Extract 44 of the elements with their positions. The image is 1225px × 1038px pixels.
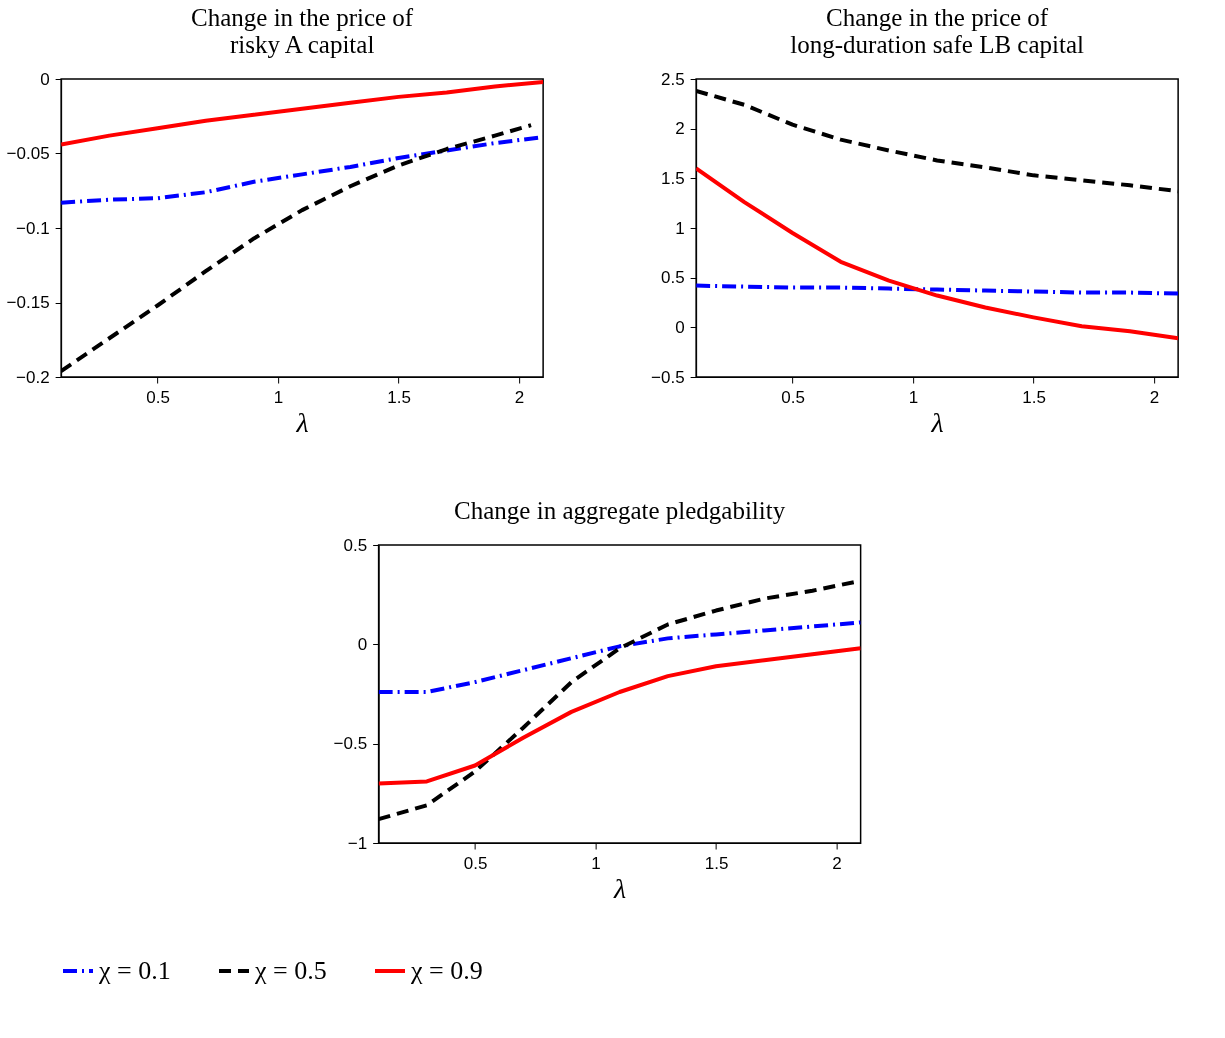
y-tick-label: −0.5 [333,734,368,754]
x-axis-title: λ [295,406,309,438]
line-series [696,283,1179,296]
y-tick-label: −0.5 [651,367,685,387]
y-tick-label: 1 [675,218,685,238]
y-tick-label: 0 [40,69,50,89]
y-tick-label: 0 [357,634,368,654]
x-tick-label: 1.5 [704,853,729,873]
text: Change in the price of [826,4,1049,31]
line-series [696,166,1179,341]
legend-label: χ = 0.1 [98,956,171,985]
y-tick-label: 1.5 [660,168,685,188]
x-tick-label: 1 [591,853,601,873]
x-tick-label: 0.5 [781,387,805,407]
line-series [378,620,861,695]
line-series [61,79,544,147]
x-axis-title: λ [613,872,627,904]
legend-label: χ = 0.9 [410,956,483,985]
y-tick-label: −0.05 [6,144,50,163]
text: Change in the price of [191,4,414,31]
y-tick-label: 0.5 [343,535,368,555]
y-tick-label: 2.5 [660,69,685,89]
x-tick-label: 2 [1149,387,1160,407]
y-tick-label: −0.1 [16,218,50,238]
y-tick-label: −0.2 [16,367,50,387]
chart-title: Change in aggregate pledgability [454,497,786,524]
y-tick-label: 2 [675,119,685,139]
x-tick-label: 1 [908,387,919,407]
line-series [378,646,861,786]
y-tick-label: 0.5 [660,268,685,288]
x-tick-label: 0.5 [463,853,488,873]
y-tick-label: −1 [347,833,368,853]
x-tick-label: 2 [832,853,842,873]
x-tick-label: 1.5 [387,387,411,407]
x-tick-label: 1.5 [1022,387,1046,407]
x-tick-label: 2 [514,387,525,407]
text: long-duration safe LB capital [790,31,1084,58]
legend-label: χ = 0.5 [254,956,327,985]
x-tick-label: 1 [273,387,284,407]
x-tick-label: 0.5 [146,387,170,407]
x-axis-title: λ [930,406,944,438]
text: risky A capital [229,31,375,58]
y-tick-label: 0 [675,317,685,337]
y-tick-label: −0.15 [6,293,50,312]
